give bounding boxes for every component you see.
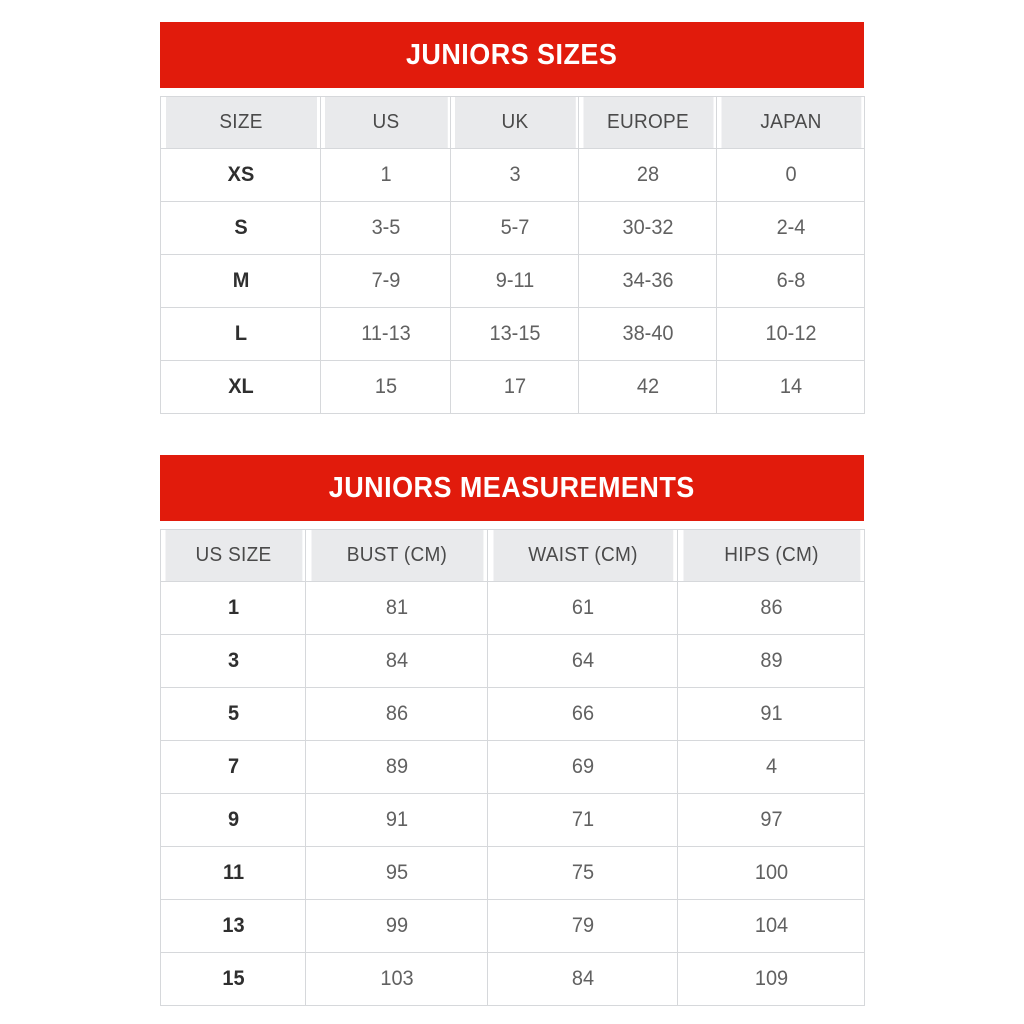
cell-us-size: 11 bbox=[163, 846, 303, 900]
cell-waist: 61 bbox=[491, 581, 674, 635]
cell-uk: 13-15 bbox=[453, 307, 576, 361]
table-row: 11 95 75 100 bbox=[161, 846, 865, 900]
cell-bust: 86 bbox=[309, 687, 484, 741]
juniors-measurements-banner: JUNIORS MEASUREMENTS bbox=[160, 455, 864, 521]
table-header-row: US SIZE BUST (CM) WAIST (CM) HIPS (CM) bbox=[161, 529, 865, 582]
cell-us-size: 5 bbox=[163, 687, 303, 741]
cell-hips: 100 bbox=[681, 846, 861, 900]
column-header-size: SIZE bbox=[164, 96, 317, 149]
table-row: 15 103 84 109 bbox=[161, 952, 865, 1006]
table-row: 9 91 71 97 bbox=[161, 793, 865, 847]
cell-europe: 42 bbox=[581, 360, 714, 414]
table-row: 3 84 64 89 bbox=[161, 634, 865, 688]
cell-size: M bbox=[164, 254, 317, 308]
cell-us: 1 bbox=[323, 148, 448, 202]
juniors-measurements-section: JUNIORS MEASUREMENTS US SIZE BUST (CM) W… bbox=[160, 455, 864, 1006]
cell-size: XS bbox=[164, 148, 317, 202]
cell-europe: 30-32 bbox=[581, 201, 714, 255]
juniors-measurements-title: JUNIORS MEASUREMENTS bbox=[329, 471, 695, 504]
cell-waist: 69 bbox=[491, 740, 674, 794]
cell-europe: 34-36 bbox=[581, 254, 714, 308]
cell-japan: 10-12 bbox=[719, 307, 862, 361]
table-row: 7 89 69 4 bbox=[161, 740, 865, 794]
cell-bust: 91 bbox=[309, 793, 484, 847]
cell-europe: 28 bbox=[581, 148, 714, 202]
cell-uk: 3 bbox=[453, 148, 576, 202]
cell-bust: 84 bbox=[309, 634, 484, 688]
column-header-japan: JAPAN bbox=[719, 96, 862, 149]
cell-size: XL bbox=[164, 360, 317, 414]
cell-bust: 103 bbox=[309, 952, 484, 1006]
cell-hips: 109 bbox=[681, 952, 861, 1006]
cell-bust: 81 bbox=[309, 581, 484, 635]
cell-uk: 9-11 bbox=[453, 254, 576, 308]
cell-japan: 6-8 bbox=[719, 254, 862, 308]
cell-uk: 17 bbox=[453, 360, 576, 414]
cell-us-size: 7 bbox=[163, 740, 303, 794]
table-row: XL 15 17 42 14 bbox=[161, 360, 865, 414]
column-header-europe: EUROPE bbox=[581, 96, 714, 149]
cell-us-size: 15 bbox=[163, 952, 303, 1006]
cell-us: 15 bbox=[323, 360, 448, 414]
cell-size: S bbox=[164, 201, 317, 255]
cell-uk: 5-7 bbox=[453, 201, 576, 255]
table-header-row: SIZE US UK EUROPE JAPAN bbox=[161, 96, 865, 149]
cell-japan: 14 bbox=[719, 360, 862, 414]
cell-hips: 4 bbox=[681, 740, 861, 794]
cell-hips: 86 bbox=[681, 581, 861, 635]
column-header-waist: WAIST (CM) bbox=[491, 529, 674, 582]
column-header-uk: UK bbox=[453, 96, 576, 149]
cell-hips: 89 bbox=[681, 634, 861, 688]
column-header-bust: BUST (CM) bbox=[309, 529, 484, 582]
cell-waist: 84 bbox=[491, 952, 674, 1006]
table-row: 1 81 61 86 bbox=[161, 581, 865, 635]
cell-us-size: 3 bbox=[163, 634, 303, 688]
column-header-us: US bbox=[323, 96, 448, 149]
cell-hips: 97 bbox=[681, 793, 861, 847]
cell-bust: 89 bbox=[309, 740, 484, 794]
cell-waist: 75 bbox=[491, 846, 674, 900]
cell-us-size: 1 bbox=[163, 581, 303, 635]
cell-hips: 91 bbox=[681, 687, 861, 741]
table-row: M 7-9 9-11 34-36 6-8 bbox=[161, 254, 865, 308]
cell-waist: 66 bbox=[491, 687, 674, 741]
cell-us-size: 13 bbox=[163, 899, 303, 953]
cell-us: 7-9 bbox=[323, 254, 448, 308]
cell-waist: 64 bbox=[491, 634, 674, 688]
column-header-hips: HIPS (CM) bbox=[681, 529, 861, 582]
table-row: L 11-13 13-15 38-40 10-12 bbox=[161, 307, 865, 361]
juniors-sizes-table: SIZE US UK EUROPE JAPAN XS 1 3 28 0 S 3- bbox=[160, 96, 865, 414]
cell-us: 11-13 bbox=[323, 307, 448, 361]
juniors-measurements-table: US SIZE BUST (CM) WAIST (CM) HIPS (CM) 1… bbox=[160, 529, 865, 1006]
cell-us-size: 9 bbox=[163, 793, 303, 847]
cell-size: L bbox=[164, 307, 317, 361]
table-row: S 3-5 5-7 30-32 2-4 bbox=[161, 201, 865, 255]
cell-bust: 95 bbox=[309, 846, 484, 900]
cell-bust: 99 bbox=[309, 899, 484, 953]
juniors-sizes-section: JUNIORS SIZES SIZE US UK EUROPE JAPAN XS… bbox=[160, 22, 864, 414]
table-row: XS 1 3 28 0 bbox=[161, 148, 865, 202]
cell-us: 3-5 bbox=[323, 201, 448, 255]
cell-waist: 71 bbox=[491, 793, 674, 847]
table-row: 13 99 79 104 bbox=[161, 899, 865, 953]
cell-europe: 38-40 bbox=[581, 307, 714, 361]
table-row: 5 86 66 91 bbox=[161, 687, 865, 741]
juniors-sizes-banner: JUNIORS SIZES bbox=[160, 22, 864, 88]
cell-japan: 0 bbox=[719, 148, 862, 202]
cell-japan: 2-4 bbox=[719, 201, 862, 255]
cell-waist: 79 bbox=[491, 899, 674, 953]
cell-hips: 104 bbox=[681, 899, 861, 953]
column-header-us-size: US SIZE bbox=[163, 529, 303, 582]
juniors-sizes-title: JUNIORS SIZES bbox=[406, 38, 618, 71]
